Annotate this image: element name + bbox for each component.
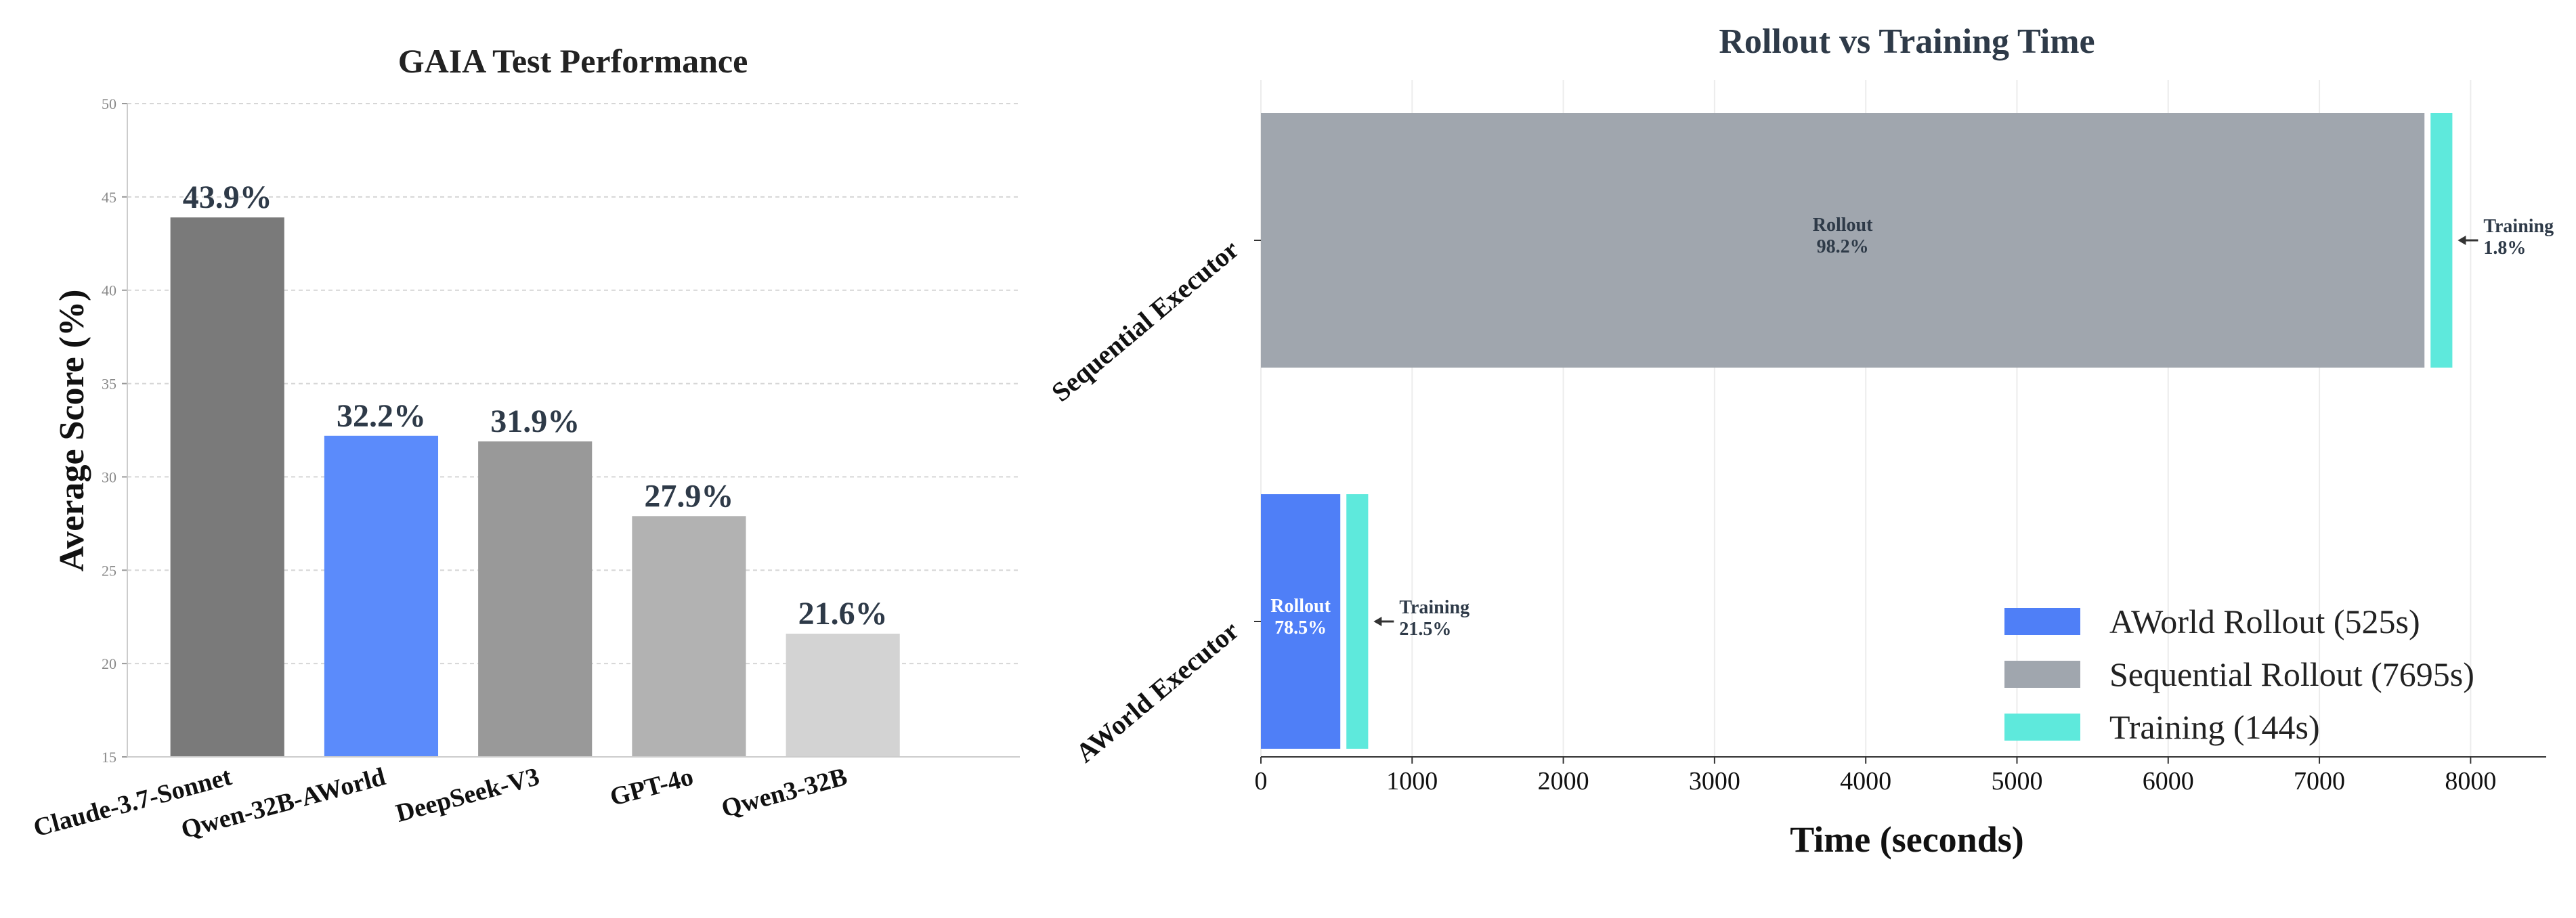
left-value-label: 21.6% — [798, 596, 888, 632]
right-training-percent: 1.8% — [2483, 238, 2526, 259]
right-segment-labels: Rollout98.2%Training1.8%Rollout78.5%Trai… — [1270, 215, 2554, 640]
left-chart-title: GAIA Test Performance — [398, 42, 748, 80]
left-bar — [324, 435, 439, 757]
left-bar — [632, 516, 746, 757]
right-x-tick-label: 0 — [1255, 767, 1268, 795]
right-training-label: Training — [1399, 597, 1469, 618]
left-category-label: DeepSeek-V3 — [393, 762, 542, 828]
right-x-tick-label: 8000 — [2445, 767, 2496, 795]
right-training-arrowhead — [1373, 617, 1382, 626]
right-training-arrowhead — [2457, 236, 2466, 245]
left-value-labels: 43.9% 32.2% 31.9% 27.9% 21.6% — [183, 179, 888, 632]
right-rollout-label: Rollout — [1813, 215, 1873, 236]
right-x-ticks: 0 1000 2000 3000 4000 5000 6000 7000 8000 — [1255, 757, 2496, 795]
legend-swatch — [2004, 608, 2080, 635]
right-x-tick-label: 3000 — [1689, 767, 1740, 795]
right-x-tick-label: 5000 — [1991, 767, 2042, 795]
left-category-label: Qwen3-32B — [718, 762, 850, 823]
right-training-bar — [2430, 113, 2453, 368]
right-training-label: Training — [2483, 216, 2554, 237]
left-value-label: 31.9% — [490, 403, 580, 439]
left-value-label: 32.2% — [337, 398, 426, 434]
right-training-percent: 21.5% — [1399, 619, 1451, 640]
left-y-tick-label: 35 — [102, 376, 116, 393]
right-x-tick-label: 6000 — [2143, 767, 2194, 795]
left-y-tick-label: 20 — [102, 655, 116, 672]
right-x-axis-label: Time (seconds) — [1790, 819, 2024, 860]
left-value-label: 27.9% — [644, 478, 733, 514]
right-category-label: AWorld Executor — [1070, 615, 1245, 768]
right-category-labels: Sequential Executor AWorld Executor — [1046, 234, 1261, 768]
legend-swatch — [2004, 661, 2080, 688]
left-category-label: GPT-4o — [607, 762, 696, 812]
left-y-tick-label: 25 — [102, 562, 116, 579]
left-bar — [170, 217, 284, 758]
left-y-tick-label: 30 — [102, 468, 116, 485]
left-y-tick-label: 15 — [102, 749, 116, 766]
right-legend: AWorld Rollout (525s) Sequential Rollout … — [2004, 603, 2474, 746]
right-rollout-bar — [1261, 113, 2425, 368]
right-x-tick-label: 1000 — [1386, 767, 1438, 795]
left-y-ticks: 15 20 25 30 35 40 45 50 — [102, 95, 127, 766]
left-bar — [478, 441, 593, 757]
left-y-tick-label: 50 — [102, 95, 116, 112]
left-bar — [786, 634, 900, 757]
left-y-tick-label: 40 — [102, 282, 116, 299]
right-category-label: Sequential Executor — [1046, 234, 1245, 408]
legend-label: Training (144s) — [2109, 708, 2320, 746]
right-training-bar — [1346, 494, 1369, 749]
right-rollout-bar — [1261, 494, 1341, 749]
left-y-axis-label: Average Score (%) — [53, 290, 91, 572]
gaia-performance-chart: GAIA Test Performance 15 20 25 30 35 40 45 50 4… — [30, 42, 1020, 844]
right-x-tick-label: 4000 — [1840, 767, 1891, 795]
right-rollout-percent: 78.5% — [1274, 617, 1327, 638]
rollout-training-chart: Rollout vs Training Time 0 1000 2000 3000 40… — [1046, 22, 2554, 860]
legend-label: Sequential Rollout (7695s) — [2109, 655, 2474, 693]
right-rollout-label: Rollout — [1270, 596, 1331, 617]
right-bars — [1261, 113, 2453, 749]
legend-label: AWorld Rollout (525s) — [2109, 603, 2420, 640]
left-value-label: 43.9% — [183, 179, 272, 215]
left-bars — [170, 217, 900, 758]
right-x-tick-label: 2000 — [1538, 767, 1589, 795]
left-y-tick-label: 45 — [102, 189, 116, 206]
right-x-tick-label: 7000 — [2294, 767, 2345, 795]
right-rollout-percent: 98.2% — [1817, 236, 1869, 257]
legend-swatch — [2004, 714, 2080, 741]
right-chart-title: Rollout vs Training Time — [1719, 22, 2095, 61]
